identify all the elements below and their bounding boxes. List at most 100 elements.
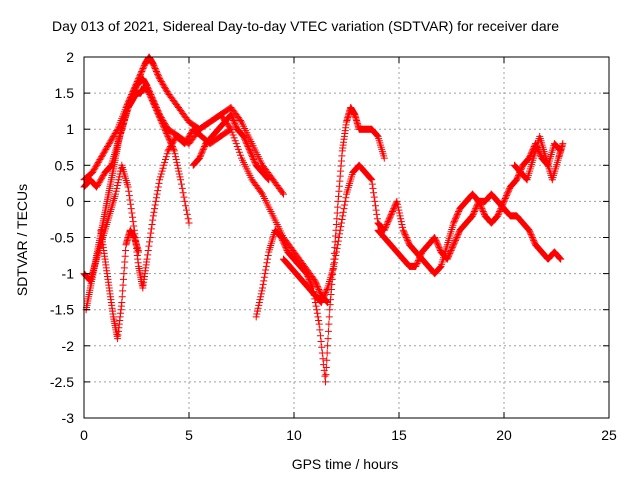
data-point	[162, 128, 170, 136]
data-point	[198, 148, 206, 156]
data-point	[148, 96, 156, 104]
data-point	[370, 193, 378, 201]
data-point	[89, 167, 97, 175]
data-point	[339, 208, 347, 216]
data-point	[93, 161, 101, 169]
data-point	[324, 342, 332, 350]
data-point	[453, 234, 461, 241]
data-point	[340, 205, 348, 213]
data-point	[152, 67, 160, 75]
data-point	[400, 229, 408, 237]
data-point	[368, 180, 376, 188]
data-point	[322, 363, 330, 371]
data-point	[185, 132, 193, 140]
data-point	[176, 173, 184, 181]
data-point	[305, 275, 313, 283]
data-point	[496, 208, 504, 216]
data-point	[385, 216, 393, 224]
data-point	[504, 189, 512, 197]
data-point	[397, 218, 405, 226]
data-point	[335, 234, 343, 241]
data-point	[158, 119, 166, 127]
data-point	[338, 215, 346, 223]
data-point	[125, 192, 133, 200]
data-point	[156, 114, 164, 122]
data-point	[522, 175, 530, 183]
data-point	[112, 187, 120, 195]
data-point	[514, 173, 522, 181]
data-point	[230, 134, 238, 142]
data-point	[197, 150, 205, 158]
data-point	[453, 232, 461, 240]
data-point	[154, 72, 162, 80]
data-point	[503, 192, 511, 200]
data-point	[373, 131, 381, 139]
data-point	[451, 215, 459, 223]
data-point	[394, 203, 402, 211]
data-point	[479, 208, 487, 216]
data-point	[432, 236, 440, 244]
data-point	[184, 215, 192, 223]
data-point	[152, 197, 160, 205]
data-point	[451, 216, 459, 224]
data-point	[431, 234, 439, 241]
data-point	[529, 235, 537, 243]
data-point	[227, 125, 235, 133]
data-point	[471, 206, 479, 214]
y-tick-label: -0.5	[50, 230, 74, 246]
data-point	[380, 154, 388, 162]
data-point	[252, 313, 260, 321]
data-point	[160, 82, 168, 90]
data-point	[186, 131, 194, 139]
data-point	[501, 195, 509, 203]
data-point	[232, 122, 240, 130]
data-point	[530, 236, 538, 244]
data-point	[557, 255, 565, 263]
data-point	[152, 66, 160, 74]
data-point	[148, 95, 156, 103]
data-point	[332, 248, 340, 256]
data-point	[196, 153, 204, 161]
data-point	[320, 291, 328, 299]
data-point	[161, 125, 169, 133]
data-point	[158, 167, 166, 175]
data-point	[96, 177, 104, 185]
data-point	[154, 109, 162, 117]
data-point	[179, 189, 187, 197]
data-point	[450, 239, 458, 247]
data-point	[306, 278, 314, 286]
data-point	[257, 189, 265, 197]
data-point	[387, 212, 395, 220]
data-point	[164, 147, 172, 155]
data-point	[155, 111, 163, 119]
data-point	[382, 223, 390, 231]
data-point	[323, 298, 331, 306]
data-point	[149, 60, 157, 68]
data-point	[445, 252, 453, 260]
data-point	[453, 210, 461, 218]
data-point	[404, 236, 412, 244]
data-point	[149, 98, 157, 106]
y-tick-label: -3	[62, 410, 75, 426]
y-tick-label: 0.5	[55, 157, 75, 173]
data-point	[170, 145, 178, 153]
data-point	[264, 252, 272, 260]
data-point	[150, 208, 158, 216]
data-point	[163, 130, 171, 138]
data-point	[199, 145, 207, 153]
data-point	[367, 175, 375, 183]
data-point	[182, 138, 190, 146]
data-point	[399, 223, 407, 231]
data-point	[157, 78, 165, 86]
data-point	[324, 335, 332, 343]
data-point	[146, 234, 154, 241]
data-point	[172, 156, 180, 164]
data-point	[182, 206, 190, 214]
data-point	[161, 158, 169, 166]
data-point	[250, 156, 258, 164]
data-point	[156, 115, 164, 123]
data-point	[401, 231, 409, 239]
data-point	[257, 293, 265, 301]
data-point	[278, 235, 286, 243]
data-point	[525, 226, 533, 234]
